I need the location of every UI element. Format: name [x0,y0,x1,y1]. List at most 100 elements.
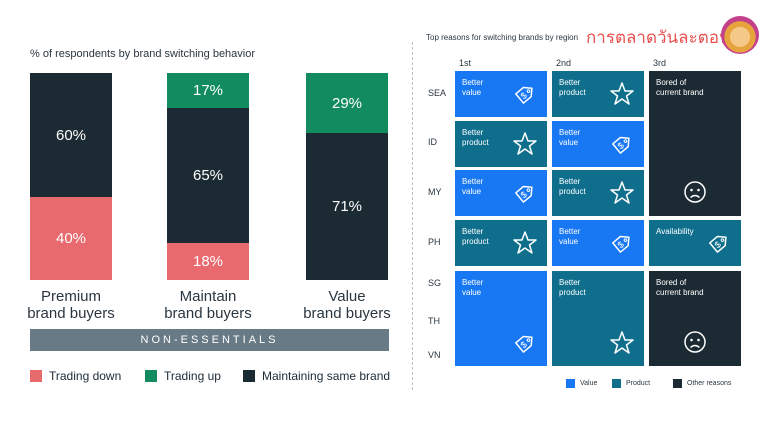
bar-segment: 29% [306,73,388,134]
svg-text:$: $ [519,90,529,101]
reason-cell: Better product [455,220,547,266]
avatar [721,16,759,54]
reason-label: Better [559,278,581,287]
reason-label: Better [559,78,581,87]
legend-item: Value [566,379,597,388]
legend-swatch [673,379,682,388]
star-icon [610,181,634,204]
reason-cell: Bored of current brand [649,71,741,216]
reason-cell: Better value $ [552,121,644,167]
star-icon [513,231,537,254]
reason-cell: Bored of current brand [649,271,741,366]
reason-label: Better [462,128,484,137]
legend-swatch [145,370,157,382]
legend-label: Trading down [49,369,122,383]
reason-cell: Availability $ [649,220,741,266]
bar-segment: 17% [167,73,249,109]
reason-label: product [462,237,489,246]
legend-label: Value [580,380,598,387]
reason-label: value [462,288,482,297]
reason-label: product [559,88,586,97]
reason-cell: Better product [552,71,644,117]
sad-face-icon [684,331,706,353]
bar-segment: 71% [306,133,388,280]
category-label: Value brand buyers [303,288,391,322]
legend-item: Maintaining same brand [243,369,390,383]
reason-cell: Better product [552,170,644,216]
svg-text:$: $ [519,339,529,350]
legend-item: Trading down [30,369,121,383]
reason-label: Better [559,128,581,137]
column-header: 3rd [653,58,667,68]
category-label: Maintain brand buyers [164,288,252,322]
reason-cell: Better value $ [455,170,547,216]
row-header: TH [428,316,440,326]
legend-label: Product [626,380,651,387]
reason-label: value [559,138,579,147]
reason-label: current brand [656,288,704,297]
star-icon [610,331,634,354]
sad-face-icon [684,181,706,203]
price-tag-icon: $ [612,235,630,253]
reason-cell: Better value $ [455,271,547,366]
svg-text:$: $ [519,189,529,200]
reason-label: Better [462,78,484,87]
bar-value-label: 17% [192,82,224,100]
star-icon [610,82,634,105]
reason-label: current brand [656,88,704,97]
bar-value-label: 40% [55,230,87,248]
non-essentials-band: NON-ESSENTIALS [30,329,389,351]
price-tag-icon: $ [515,335,533,353]
reason-cell: Better value $ [455,71,547,117]
svg-text:$: $ [713,239,723,250]
bar-value-label: 18% [192,252,224,270]
price-tag-icon: $ [515,185,533,203]
row-header: PH [428,237,441,247]
reason-label: value [559,237,579,246]
reason-label: Availability [656,227,694,236]
reason-label: product [559,187,586,196]
bar-value-label: 29% [331,94,363,112]
row-header: VN [428,350,441,360]
reason-label: Bored of [656,278,687,287]
right-chart-title: Top reasons for switching brands by regi… [426,33,579,42]
legend-label: Maintaining same brand [262,369,391,383]
reason-label: value [462,88,482,97]
bar-segment: 60% [30,73,112,198]
reason-cell: Better value $ [552,220,644,266]
bar-segment: 18% [167,242,249,280]
reason-label: Better [462,177,484,186]
star-icon [513,132,537,155]
bar-segment: 40% [30,197,112,280]
stacked-bar-chart: 40% 60% Premium brand buyers 18% 65% 17% Mainta… [27,73,391,322]
reason-label: value [462,187,482,196]
bar-value-label: 60% [55,126,87,144]
column-header: 1st [459,58,472,68]
price-tag-icon: $ [612,136,630,154]
legend-label: Other reasons [687,380,732,387]
reason-label: Better [462,227,484,236]
reason-label: Better [462,278,484,287]
svg-text:$: $ [616,239,626,250]
left-chart-title: % of respondents by brand switching beha… [30,48,256,60]
legend-item: Product [612,379,650,388]
bar-segment: 65% [167,108,249,243]
reason-label: product [462,138,489,147]
svg-text:$: $ [616,140,626,151]
reason-cell: Better product [455,121,547,167]
legend-label: Trading up [164,369,221,383]
reason-label: product [559,288,586,297]
legend-swatch [612,379,621,388]
legend-item: Other reasons [673,379,731,388]
price-tag-icon: $ [515,86,533,104]
reason-cell: Better product [552,271,644,366]
legend-swatch [566,379,575,388]
bar-value-label: 65% [192,166,224,184]
reason-label: Better [559,177,581,186]
category-label: Premium brand buyers [27,288,115,322]
row-header: SEA [428,88,447,98]
reason-label: Bored of [656,78,687,87]
column-header: 2nd [556,58,572,68]
reason-label: Better [559,227,581,236]
legend-swatch [30,370,42,382]
